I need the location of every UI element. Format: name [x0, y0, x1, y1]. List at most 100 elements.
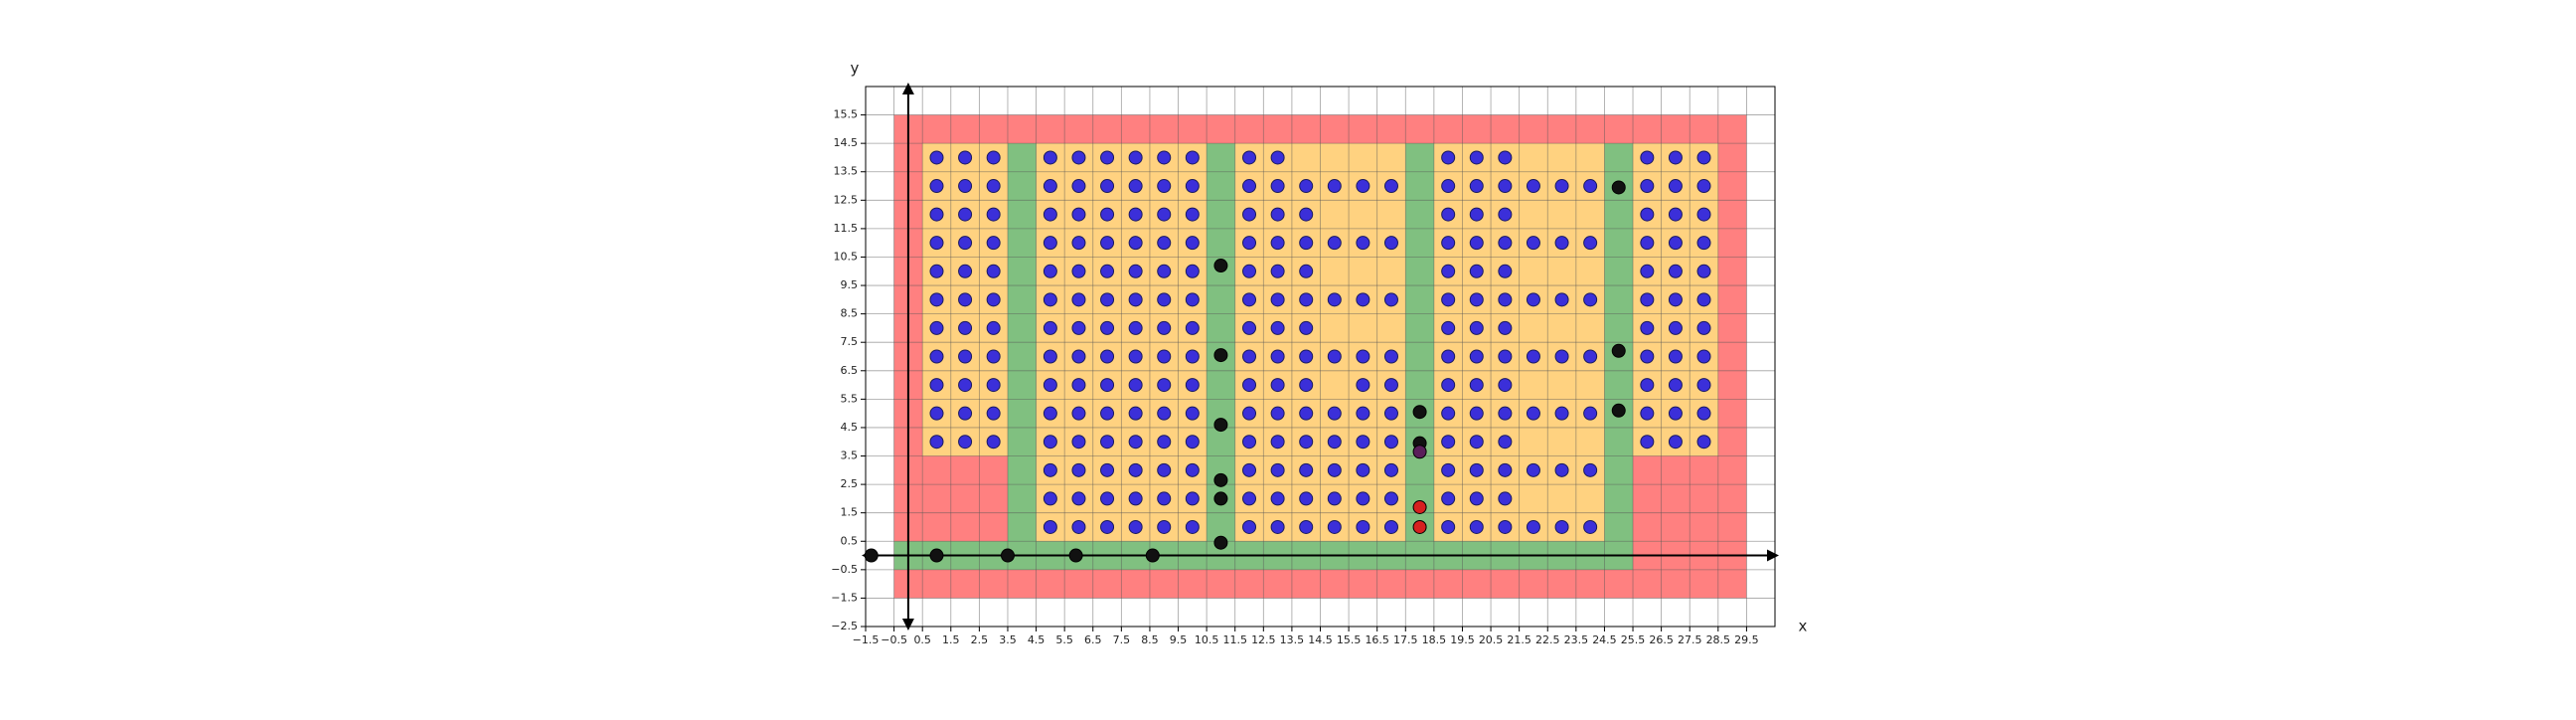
y-tick-label: 5.5 [841, 392, 859, 405]
grid-point [1157, 236, 1172, 251]
x-tick-label: 1.5 [942, 633, 960, 646]
grid-point [1185, 292, 1200, 307]
grid-point [1554, 462, 1569, 477]
y-tick-label: 7.5 [841, 335, 859, 348]
grid-point [1383, 349, 1398, 364]
grid-point [1498, 236, 1513, 251]
grid-point [1128, 406, 1143, 421]
grid-point [1128, 491, 1143, 506]
grid-point [1128, 378, 1143, 393]
grid-point [1441, 236, 1456, 251]
grid-point [1526, 462, 1540, 477]
grid-point [1157, 150, 1172, 165]
grid-point [1043, 378, 1057, 393]
y-tick-label: 8.5 [841, 307, 859, 320]
grid-point [1071, 406, 1086, 421]
grid-point [1299, 349, 1314, 364]
point [1213, 535, 1228, 550]
grid-point [1526, 519, 1540, 534]
y-tick-label: 0.5 [841, 534, 859, 547]
grid-point [1696, 435, 1711, 450]
grid-point [1441, 349, 1456, 364]
grid-point [1299, 264, 1314, 278]
y-tick-label: 9.5 [841, 278, 859, 291]
grid-point [1299, 236, 1314, 251]
arrow-head [901, 83, 914, 94]
point [1412, 445, 1427, 459]
grid-point [1441, 435, 1456, 450]
grid-point [1498, 462, 1513, 477]
grid-point [1583, 236, 1598, 251]
grid-point [1185, 264, 1200, 278]
grid-point [986, 406, 1001, 421]
grid-point [1043, 179, 1057, 194]
grid-point [1526, 406, 1540, 421]
grid-point [1640, 292, 1655, 307]
grid-point [1696, 320, 1711, 335]
grid-point [1383, 406, 1398, 421]
grid-point [1441, 406, 1456, 421]
grid-point [1242, 264, 1257, 278]
grid-point [1043, 491, 1057, 506]
x-tick-label: 3.5 [999, 633, 1017, 646]
x-tick-label: 17.5 [1393, 633, 1418, 646]
grid-point [1356, 491, 1370, 506]
grid-point [1469, 236, 1484, 251]
grid-point [1185, 519, 1200, 534]
grid-point [1100, 292, 1115, 307]
grid-point [1157, 491, 1172, 506]
grid-point [958, 349, 973, 364]
grid-point [1498, 207, 1513, 222]
grid-point [1327, 236, 1342, 251]
grid-point [1185, 320, 1200, 335]
grid-point [1071, 435, 1086, 450]
arrow-head [1767, 549, 1779, 562]
grid-point [958, 406, 973, 421]
grid-point [1270, 349, 1285, 364]
grid-point [1157, 179, 1172, 194]
x-tick-label: 22.5 [1535, 633, 1560, 646]
grid-point [1554, 236, 1569, 251]
grid-point [1242, 406, 1257, 421]
grid-point [1242, 435, 1257, 450]
grid-point [929, 435, 944, 450]
grid-point [1128, 236, 1143, 251]
grid-point [1185, 435, 1200, 450]
grid-point [929, 236, 944, 251]
grid-point [1242, 320, 1257, 335]
grid-point [1071, 349, 1086, 364]
grid-point [986, 435, 1001, 450]
grid-point [1242, 462, 1257, 477]
grid-point [1668, 406, 1683, 421]
grid-point [1356, 378, 1370, 393]
grid-point [1640, 349, 1655, 364]
grid-point [1441, 292, 1456, 307]
grid-point [1526, 292, 1540, 307]
grid-point [1299, 179, 1314, 194]
point [1412, 405, 1427, 420]
grid-point [1583, 462, 1598, 477]
map-region [1007, 143, 1037, 570]
x-tick-label: 4.5 [1028, 633, 1046, 646]
grid-point [1185, 406, 1200, 421]
grid-point [958, 150, 973, 165]
grid-point [986, 264, 1001, 278]
y-tick-label: 11.5 [834, 222, 859, 235]
x-tick-label: 29.5 [1734, 633, 1759, 646]
grid-point [1071, 207, 1086, 222]
grid-point [1270, 320, 1285, 335]
grid-point [1554, 519, 1569, 534]
grid-point [1498, 491, 1513, 506]
grid-point [1100, 349, 1115, 364]
grid-point [1668, 292, 1683, 307]
grid-point [1128, 292, 1143, 307]
map-region [922, 455, 1008, 542]
grid-point [1100, 207, 1115, 222]
grid-point [929, 320, 944, 335]
grid-point [1157, 349, 1172, 364]
grid-point [1128, 519, 1143, 534]
y-tick-label: 2.5 [841, 477, 859, 490]
grid-point [1441, 519, 1456, 534]
grid-point [1383, 378, 1398, 393]
